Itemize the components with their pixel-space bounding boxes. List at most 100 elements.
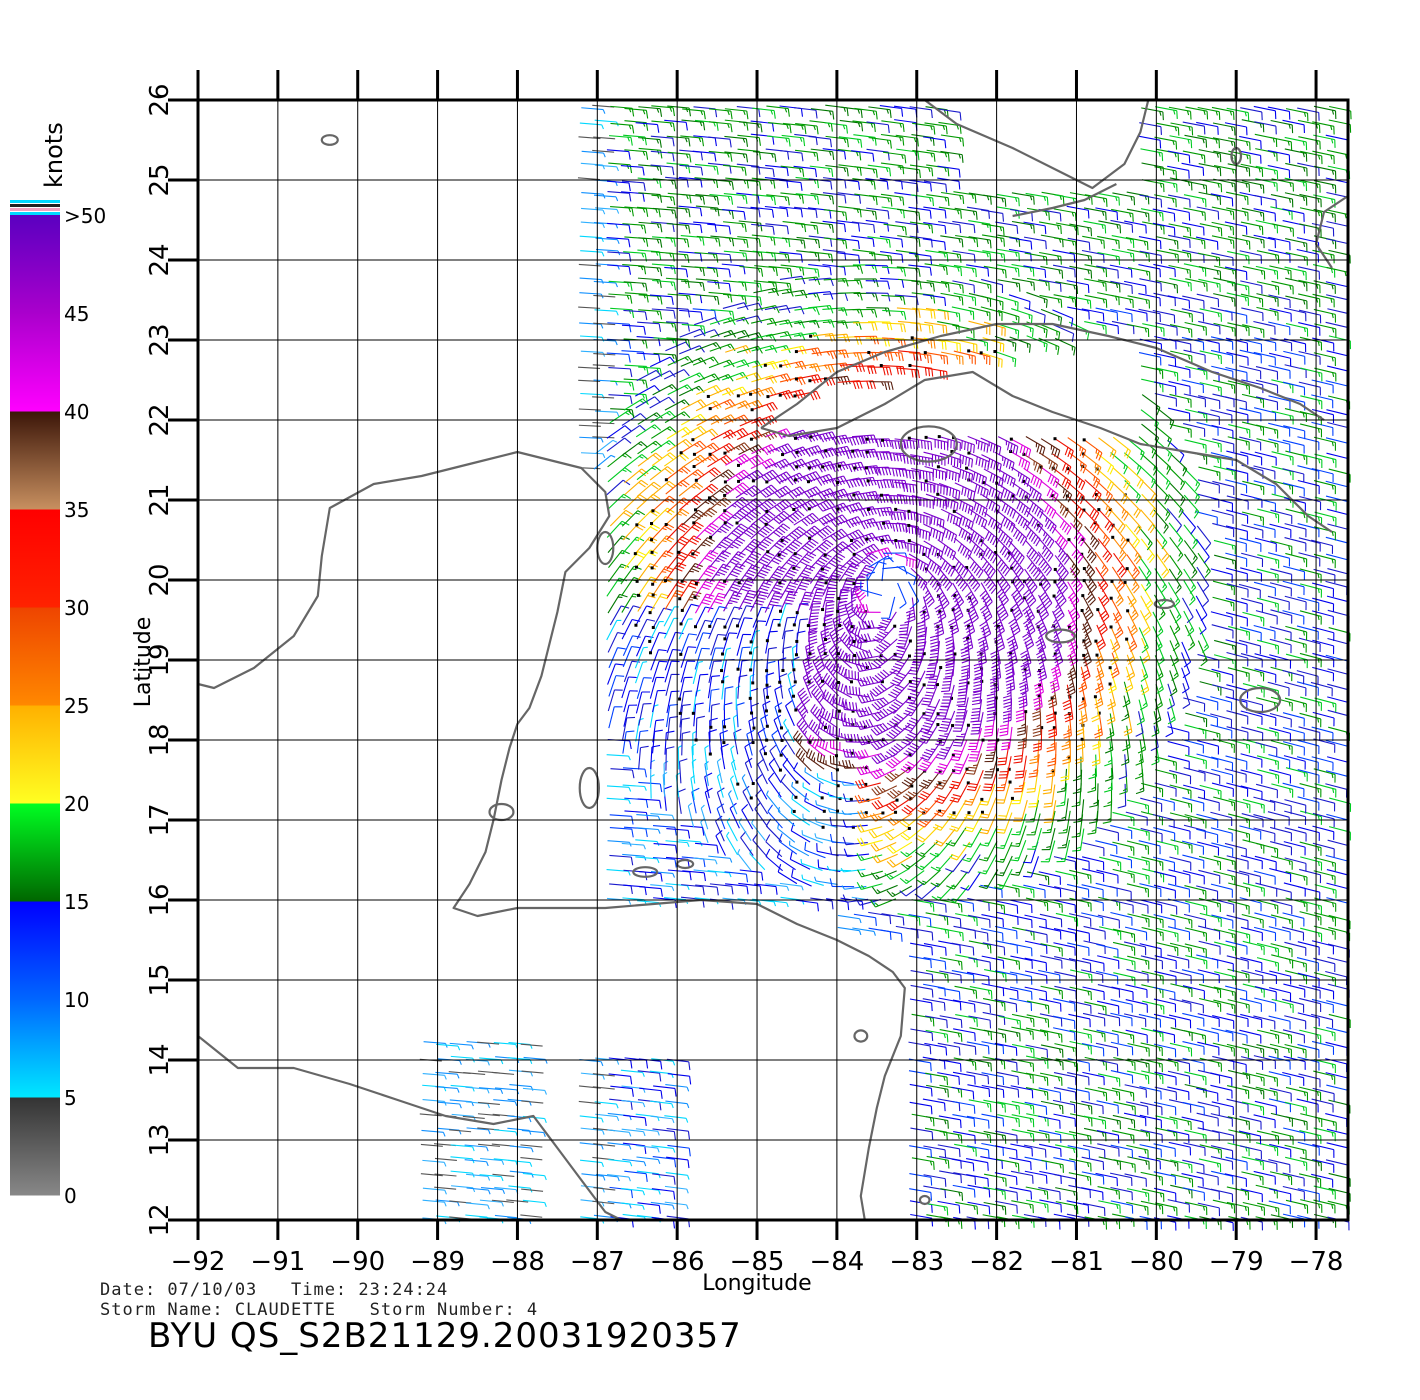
wind-barb: [664, 119, 688, 131]
rain-flag-mark: [752, 726, 756, 730]
wind-barb: [982, 769, 998, 792]
wind-barb: [1242, 1072, 1265, 1086]
wind-barb: [924, 1127, 948, 1141]
wind-barb: [651, 263, 676, 275]
wind-barb: [1270, 899, 1293, 915]
wind-barb: [719, 730, 728, 756]
wind-barb: [1155, 1115, 1178, 1129]
wind-barb: [923, 899, 947, 913]
wind-barb: [1199, 179, 1223, 193]
wind-barb: [909, 998, 933, 1012]
wind-barb: [610, 768, 635, 779]
rain-flag-mark: [765, 724, 769, 728]
wind-barb: [1169, 277, 1192, 292]
wind-barb: [939, 1029, 963, 1042]
wind-barb: [609, 135, 633, 146]
wind-barb: [1313, 568, 1336, 584]
island-outline: [853, 1029, 869, 1043]
wind-barb: [995, 1187, 1019, 1201]
wind-barb: [953, 1028, 976, 1042]
wind-barb: [1314, 1116, 1337, 1131]
wind-barb: [1156, 249, 1179, 263]
wind-barb: [788, 684, 797, 711]
rain-flag-mark: [882, 521, 886, 525]
wind-barb: [808, 264, 832, 276]
wind-barb: [866, 207, 890, 220]
wind-barb: [982, 998, 1006, 1012]
wind-barb: [910, 322, 934, 334]
wind-barb: [966, 1174, 989, 1187]
wind-barb: [1326, 220, 1349, 235]
wind-barb: [1298, 637, 1321, 652]
wind-barb: [968, 957, 992, 971]
wind-barb: [606, 785, 632, 792]
wind-barb: [666, 162, 691, 174]
rain-flag-mark: [781, 453, 785, 457]
wind-barb: [751, 166, 775, 178]
rain-flag-mark: [692, 521, 696, 525]
wind-barb: [937, 1144, 961, 1158]
wind-barb: [905, 597, 916, 623]
rain-flag-mark: [980, 797, 984, 801]
wind-barb: [1123, 1112, 1147, 1127]
wind-barb: [1022, 597, 1036, 624]
wind-barb: [1299, 783, 1322, 798]
wind-barb: [1296, 957, 1319, 972]
wind-barb: [638, 703, 652, 726]
wind-barb: [722, 632, 738, 655]
wind-barb: [1069, 1040, 1092, 1055]
rain-flag-mark: [651, 509, 655, 513]
wind-barb: [650, 744, 661, 769]
wind-barb: [1125, 984, 1148, 998]
wind-barb: [1325, 854, 1348, 870]
wind-barb: [1271, 998, 1294, 1013]
rain-flag-mark: [648, 639, 652, 643]
rain-flag-mark: [778, 709, 782, 713]
wind-barb: [738, 121, 763, 133]
rain-flag-mark: [694, 581, 698, 585]
wind-barb: [1140, 955, 1163, 970]
wind-barb: [896, 565, 917, 586]
wind-barb: [870, 737, 897, 751]
wind-barb: [1169, 784, 1192, 799]
wind-barb: [680, 633, 697, 655]
wind-barb: [940, 134, 965, 147]
wind-barb: [1240, 293, 1264, 308]
colorbar-unit-label: knots: [40, 122, 68, 188]
wind-barb: [1196, 206, 1220, 220]
wind-barb: [868, 828, 895, 839]
wind-barb: [981, 1142, 1005, 1156]
wind-barb: [856, 881, 883, 890]
wind-barb: [923, 943, 947, 956]
wind-barb: [962, 827, 983, 848]
wind-barb: [694, 163, 719, 175]
wind-barb: [1326, 452, 1349, 467]
wind-barb: [420, 1143, 443, 1147]
wind-barb: [1182, 1101, 1205, 1116]
wind-barb: [1067, 237, 1091, 251]
wind-barb: [816, 773, 839, 787]
wind-barb: [1011, 813, 1027, 836]
wind-barb: [622, 441, 648, 455]
wind-barb: [650, 1115, 675, 1124]
wind-barb: [1325, 580, 1348, 596]
latitude-tick-label: 16: [145, 883, 175, 916]
rain-flag-mark: [1053, 580, 1057, 584]
wind-barb: [1196, 1087, 1219, 1102]
rain-flag-mark: [678, 597, 682, 601]
wind-barb: [982, 1056, 1006, 1070]
wind-barb: [649, 396, 675, 409]
wind-barb: [1241, 913, 1264, 929]
wind-barb: [1182, 1159, 1205, 1174]
wind-barb: [838, 164, 862, 176]
wind-barb: [881, 557, 893, 582]
wind-barb: [724, 871, 749, 883]
wind-barb: [1270, 119, 1294, 134]
wind-barb: [1240, 653, 1263, 668]
wind-barb: [522, 1172, 547, 1181]
wind-barb: [1269, 826, 1292, 842]
wind-barb: [1112, 811, 1135, 826]
wind-barb: [610, 122, 635, 134]
wind-barb: [808, 719, 825, 743]
wind-barb: [730, 745, 737, 771]
